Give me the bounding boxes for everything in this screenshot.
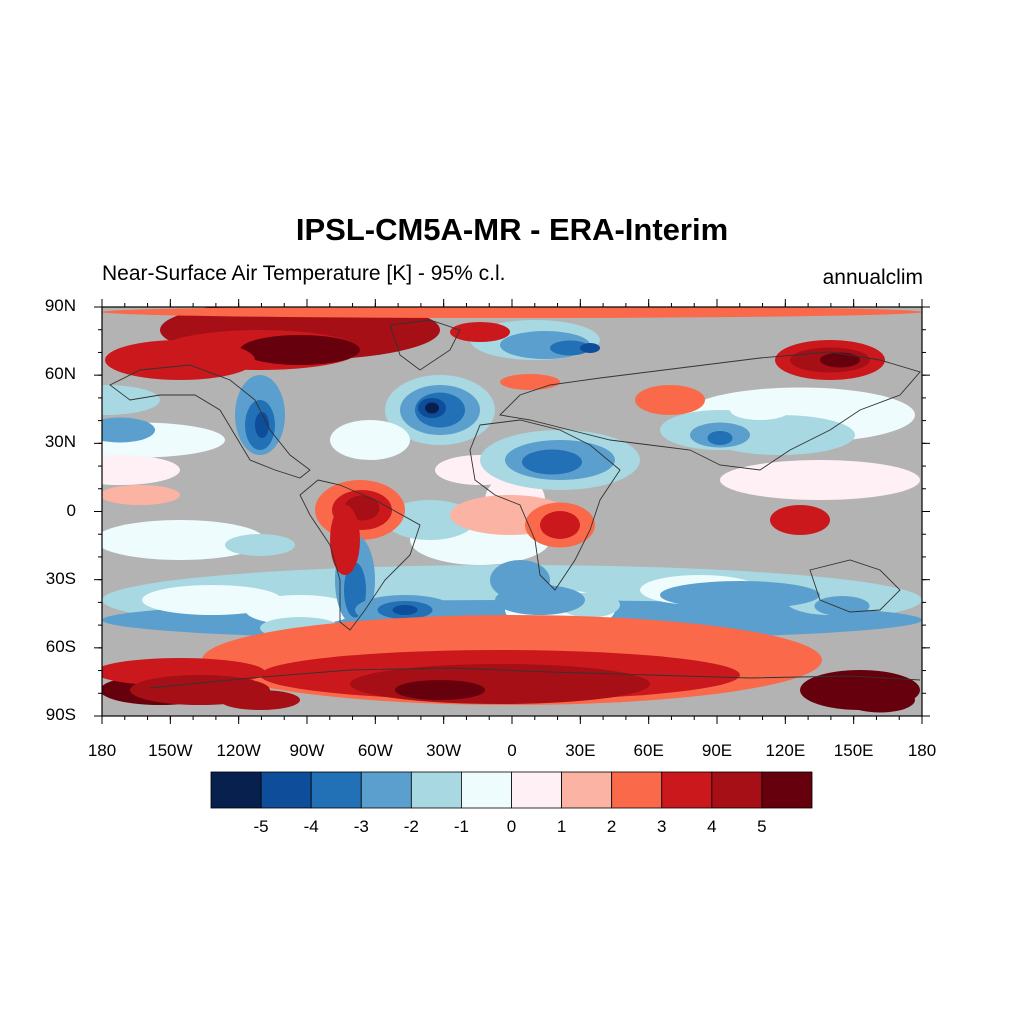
lon-label: 180 bbox=[87, 741, 117, 760]
colorbar-swatch bbox=[210, 771, 262, 809]
lon-label: 120W bbox=[216, 741, 261, 760]
field-patch bbox=[102, 455, 180, 485]
field-patch bbox=[255, 412, 269, 438]
field-patch bbox=[225, 534, 295, 556]
lat-label: 30S bbox=[45, 568, 76, 588]
field-patch bbox=[707, 431, 733, 445]
lat-label: 60N bbox=[44, 364, 76, 384]
coastline bbox=[499, 351, 921, 471]
field-patch bbox=[102, 385, 160, 415]
colorbar-label: -1 bbox=[453, 817, 469, 836]
field-patch bbox=[635, 385, 705, 415]
coastline bbox=[149, 667, 921, 689]
season-subtitle: annualclim bbox=[822, 266, 923, 289]
field-patch bbox=[240, 335, 360, 365]
colorbar-label: -3 bbox=[353, 817, 369, 836]
field-patch bbox=[550, 340, 590, 356]
lon-label: 60W bbox=[357, 741, 393, 760]
field-patch bbox=[392, 605, 418, 615]
field-patch bbox=[540, 511, 580, 539]
colorbar-label: -4 bbox=[303, 817, 319, 836]
field-patch bbox=[102, 307, 922, 318]
lat-label: 30N bbox=[44, 432, 76, 452]
lon-label: 150E bbox=[833, 741, 874, 760]
lon-label: 90W bbox=[289, 741, 325, 760]
coastline bbox=[469, 419, 621, 591]
field-patch bbox=[330, 420, 410, 460]
colorbar-swatch bbox=[561, 771, 613, 809]
variable-subtitle: Near-Surface Air Temperature [K] - 95% c… bbox=[102, 262, 506, 285]
colorbar-swatch bbox=[511, 771, 562, 809]
colorbar-label: 5 bbox=[757, 817, 767, 836]
lat-label: 90S bbox=[45, 705, 76, 724]
lon-label: 120E bbox=[765, 741, 806, 760]
field-patch bbox=[450, 322, 510, 342]
field-patch bbox=[395, 680, 485, 700]
colorbar-swatch bbox=[661, 771, 713, 809]
coastline bbox=[299, 479, 421, 631]
lon-label: 90E bbox=[701, 741, 733, 760]
lat-label: 60S bbox=[45, 636, 76, 656]
field-patch bbox=[580, 343, 600, 353]
field-patch bbox=[770, 505, 830, 535]
field-patch bbox=[730, 400, 790, 420]
colorbar-label: 0 bbox=[506, 817, 517, 836]
lon-label: 180 bbox=[907, 741, 937, 760]
field-patch bbox=[845, 687, 915, 713]
coastline bbox=[809, 559, 901, 613]
colorbar-swatch bbox=[310, 771, 362, 809]
field-patch bbox=[102, 485, 180, 505]
colorbar-label: -5 bbox=[253, 817, 269, 836]
colorbar-label: 3 bbox=[657, 817, 667, 836]
field-patch bbox=[102, 520, 265, 560]
field-patch bbox=[130, 675, 270, 705]
lon-label: 30E bbox=[565, 741, 596, 760]
coastline bbox=[109, 364, 311, 479]
colorbar-label: 2 bbox=[606, 817, 617, 836]
colorbar-swatch bbox=[260, 771, 312, 809]
field-patch bbox=[814, 596, 870, 616]
lon-label: 0 bbox=[507, 741, 517, 760]
field-patch bbox=[330, 505, 360, 575]
lon-label: 60E bbox=[633, 741, 664, 760]
colorbar-swatch bbox=[711, 771, 763, 809]
colorbar-label: -2 bbox=[403, 817, 419, 836]
colorbar-swatch bbox=[611, 771, 663, 809]
field-patch bbox=[660, 581, 820, 609]
field-patch bbox=[522, 449, 582, 475]
field-patch bbox=[102, 417, 155, 443]
field-patch bbox=[142, 585, 282, 615]
colorbar-label: 1 bbox=[556, 817, 567, 836]
field-patch bbox=[490, 560, 550, 600]
colorbar-label: 4 bbox=[707, 817, 717, 836]
colorbar-swatch bbox=[461, 771, 512, 809]
colorbar-swatch bbox=[761, 771, 813, 809]
colorbar-swatch bbox=[360, 771, 412, 809]
chart-title: IPSL-CM5A-MR - ERA-Interim bbox=[295, 212, 729, 247]
lon-label: 30W bbox=[426, 741, 462, 760]
lon-label: 150W bbox=[148, 741, 193, 760]
field-patch bbox=[425, 402, 439, 414]
field-patch bbox=[720, 460, 920, 500]
field-patch bbox=[820, 352, 860, 368]
coastline bbox=[389, 319, 461, 371]
field-patch bbox=[500, 374, 560, 390]
lat-label: 90N bbox=[44, 296, 76, 315]
colorbar-swatch bbox=[410, 771, 462, 809]
lat-label: 0 bbox=[66, 500, 76, 520]
field-patch bbox=[105, 340, 255, 380]
